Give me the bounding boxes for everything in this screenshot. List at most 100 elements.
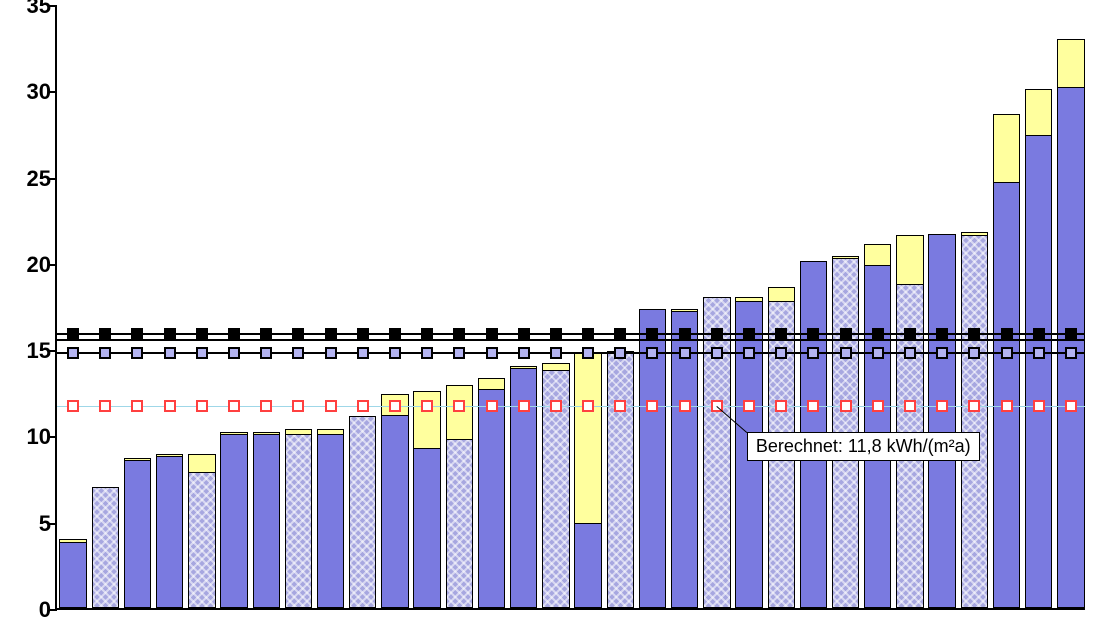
black-marker-line: [57, 333, 1085, 335]
red-marker-marker: [550, 400, 562, 412]
lavender-marker-marker: [67, 347, 79, 359]
lavender-marker-marker: [582, 347, 594, 359]
y-axis-tick-mark: [49, 609, 57, 611]
y-axis-tick-label: 35: [27, 0, 57, 19]
red-marker-marker: [872, 400, 884, 412]
lavender-marker-marker: [164, 347, 176, 359]
black-marker-marker: [646, 328, 658, 340]
black-marker-marker: [486, 328, 498, 340]
black-marker-marker: [164, 328, 176, 340]
black-marker-marker: [1033, 328, 1045, 340]
red-marker-marker: [1065, 400, 1077, 412]
black-marker-marker: [67, 328, 79, 340]
black-marker-marker: [325, 328, 337, 340]
lavender-marker-marker: [228, 347, 240, 359]
red-marker-marker: [775, 400, 787, 412]
red-marker-marker: [840, 400, 852, 412]
overlay-layer: Berechnet: 11,8 kWh/(m²a): [57, 6, 1085, 608]
red-marker-marker: [486, 400, 498, 412]
black-marker-marker: [421, 328, 433, 340]
lavender-marker-marker: [421, 347, 433, 359]
black-marker-marker: [614, 328, 626, 340]
red-marker-marker: [325, 400, 337, 412]
lavender-marker-marker: [325, 347, 337, 359]
black-marker-marker: [292, 328, 304, 340]
black-marker-marker: [904, 328, 916, 340]
lavender-marker-marker: [904, 347, 916, 359]
black-marker-marker: [357, 328, 369, 340]
y-axis-tick-mark: [49, 5, 57, 7]
black-marker-marker: [550, 328, 562, 340]
black-marker-marker: [1065, 328, 1077, 340]
red-marker-marker: [1001, 400, 1013, 412]
red-marker-marker: [292, 400, 304, 412]
red-marker-marker: [807, 400, 819, 412]
red-marker-marker: [1033, 400, 1045, 412]
black-marker-marker: [389, 328, 401, 340]
black-marker-marker: [968, 328, 980, 340]
black-marker-marker: [679, 328, 691, 340]
red-marker-leader-line: [57, 406, 1085, 407]
lavender-marker-marker: [357, 347, 369, 359]
lavender-marker-marker: [614, 347, 626, 359]
y-axis-tick-mark: [49, 350, 57, 352]
black-marker-marker: [936, 328, 948, 340]
black-marker-marker: [840, 328, 852, 340]
black-marker-marker: [260, 328, 272, 340]
black-marker-marker: [743, 328, 755, 340]
lavender-marker-marker: [550, 347, 562, 359]
chart-container: Berechnet: 11,8 kWh/(m²a) 05101520253035: [0, 0, 1097, 627]
red-marker-marker: [131, 400, 143, 412]
red-marker-marker: [260, 400, 272, 412]
red-marker-marker: [99, 400, 111, 412]
lavender-marker-marker: [99, 347, 111, 359]
lavender-marker-marker: [807, 347, 819, 359]
lavender-marker-marker: [872, 347, 884, 359]
lavender-marker-marker: [936, 347, 948, 359]
red-marker-marker: [936, 400, 948, 412]
lavender-marker-marker: [968, 347, 980, 359]
black-marker-marker: [1001, 328, 1013, 340]
red-marker-marker: [164, 400, 176, 412]
lavender-marker-marker: [486, 347, 498, 359]
red-marker-marker: [904, 400, 916, 412]
black-marker-marker: [131, 328, 143, 340]
black-marker-marker: [711, 328, 723, 340]
y-axis-tick-mark: [49, 178, 57, 180]
black-marker-marker: [196, 328, 208, 340]
black-marker-marker: [99, 328, 111, 340]
lavender-marker-marker: [711, 347, 723, 359]
y-axis-tick-mark: [49, 91, 57, 93]
red-marker-marker: [614, 400, 626, 412]
lavender-marker-marker: [646, 347, 658, 359]
lavender-marker-marker: [1001, 347, 1013, 359]
lavender-marker-marker: [679, 347, 691, 359]
red-marker-marker: [518, 400, 530, 412]
y-axis-tick-mark: [49, 436, 57, 438]
lavender-marker-marker: [292, 347, 304, 359]
lavender-marker-marker: [775, 347, 787, 359]
black-marker-marker: [807, 328, 819, 340]
red-marker-marker: [679, 400, 691, 412]
black-marker-marker: [775, 328, 787, 340]
lavender-marker-marker: [518, 347, 530, 359]
lavender-marker-marker: [743, 347, 755, 359]
black-marker-line-2: [57, 339, 1085, 341]
red-marker-marker: [646, 400, 658, 412]
red-marker-marker: [582, 400, 594, 412]
y-axis-tick-mark: [49, 264, 57, 266]
black-marker-marker: [228, 328, 240, 340]
lavender-marker-marker: [840, 347, 852, 359]
red-marker-marker: [743, 400, 755, 412]
red-marker-marker: [421, 400, 433, 412]
lavender-marker-marker: [389, 347, 401, 359]
lavender-marker-marker: [131, 347, 143, 359]
plot-area: Berechnet: 11,8 kWh/(m²a) 05101520253035: [55, 6, 1085, 610]
lavender-marker-line: [57, 352, 1085, 354]
red-marker-marker: [968, 400, 980, 412]
red-marker-marker: [67, 400, 79, 412]
black-marker-marker: [872, 328, 884, 340]
lavender-marker-marker: [260, 347, 272, 359]
red-marker-marker: [228, 400, 240, 412]
lavender-marker-marker: [1033, 347, 1045, 359]
